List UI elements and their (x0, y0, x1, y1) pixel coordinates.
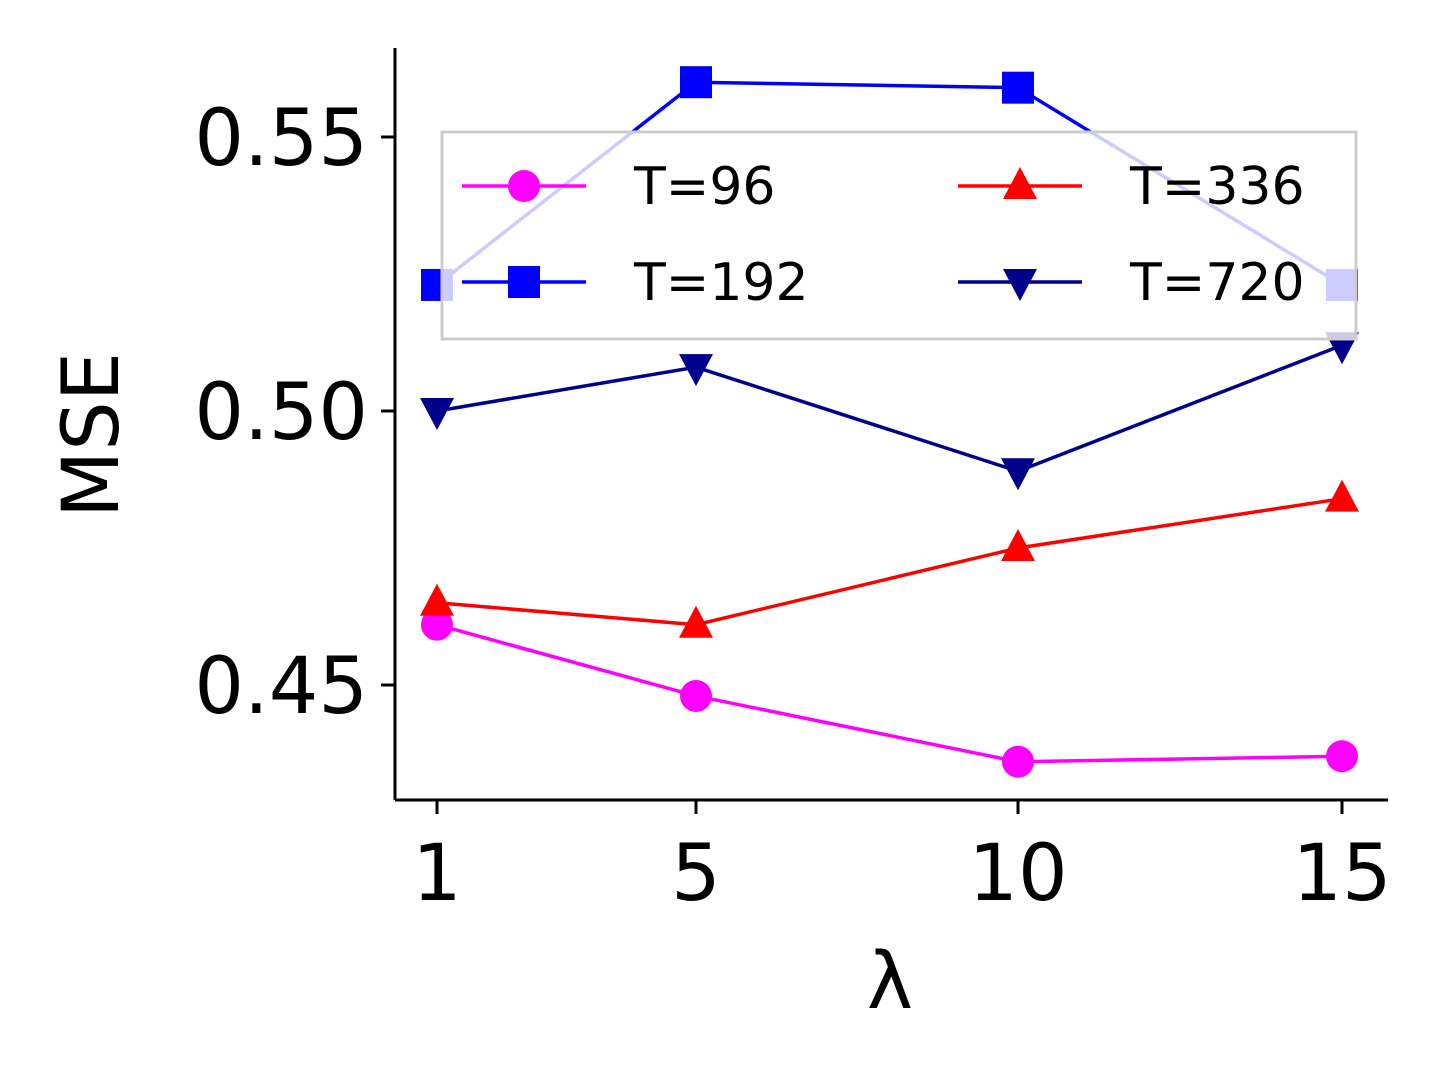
series-line (436, 343, 1343, 474)
series-line (436, 623, 1343, 764)
data-point (680, 679, 712, 712)
legend-item: T=720 (958, 253, 1305, 313)
legend-marker (508, 266, 540, 298)
legend-item: T=96 (462, 157, 776, 217)
y-tick-label: 0.45 (194, 642, 368, 732)
legend-label: T=192 (633, 253, 809, 313)
x-tick-label: 5 (671, 829, 721, 919)
axes (393, 48, 1388, 802)
data-point (679, 605, 713, 638)
series-4 (420, 332, 1359, 491)
series-1 (421, 608, 1358, 778)
x-tick-label: 1 (412, 829, 462, 919)
data-point (680, 66, 712, 99)
legend-marker (1003, 167, 1037, 199)
y-axis-label: MSE (47, 352, 137, 518)
x-tick-label: 15 (1292, 829, 1391, 919)
data-point (1325, 479, 1359, 512)
data-point (1326, 740, 1358, 773)
x-axis-label: λ (867, 937, 913, 1027)
data-point (1001, 458, 1035, 491)
series-3 (420, 479, 1359, 638)
y-tick-label: 0.55 (194, 94, 368, 184)
legend-box (440, 130, 1358, 341)
legend-marker (1003, 269, 1037, 301)
series-line (436, 496, 1343, 627)
data-point (1002, 745, 1034, 778)
data-point (679, 354, 713, 387)
legend-label: T=720 (1129, 253, 1305, 313)
ticks: 1 5 10 150.450.500.55 (194, 94, 1391, 919)
data-point (420, 583, 454, 616)
data-point (421, 608, 453, 641)
legend-label: T=336 (1129, 157, 1305, 217)
legend-item: T=192 (462, 253, 809, 313)
legend: T=96 T=192 T=336 T=720 (440, 130, 1358, 341)
data-point (420, 398, 454, 430)
legend-item: T=336 (958, 157, 1305, 217)
data-point (1002, 71, 1034, 104)
legend-label: T=96 (633, 157, 776, 217)
y-tick-label: 0.50 (194, 368, 368, 458)
x-tick-label: 10 (968, 829, 1067, 919)
legend-marker (508, 170, 540, 202)
data-point (1001, 529, 1035, 561)
